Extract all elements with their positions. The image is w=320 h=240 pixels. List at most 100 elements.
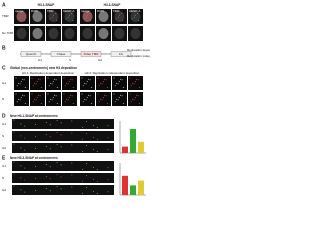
signal (122, 87, 124, 88)
signal (134, 14, 136, 16)
signal (60, 164, 62, 166)
signal (138, 103, 140, 104)
signal (82, 192, 84, 194)
signal (45, 175, 47, 177)
signal (20, 14, 22, 16)
signal (48, 85, 50, 87)
signal (20, 123, 22, 125)
signal (92, 136, 94, 138)
signal (115, 18, 117, 20)
signal (90, 20, 92, 22)
signal (129, 77, 131, 79)
signal (52, 81, 54, 83)
signal (82, 150, 84, 152)
signal (122, 20, 124, 22)
bar (130, 129, 136, 153)
signal (55, 95, 57, 97)
signal (137, 79, 139, 81)
signal (24, 87, 26, 88)
signal (114, 101, 116, 103)
step-label: Quench (26, 52, 37, 56)
signal (20, 189, 22, 191)
nucleus (32, 28, 43, 39)
signal (53, 94, 55, 96)
signal (82, 101, 84, 103)
phase-label: G2 (98, 58, 102, 62)
signal (49, 190, 51, 192)
signal (45, 133, 47, 135)
channel-label: CENP-A (63, 9, 74, 13)
signal (40, 103, 42, 104)
signal (133, 99, 135, 101)
signal (52, 14, 54, 16)
signal (24, 167, 26, 169)
signal (118, 14, 120, 16)
signal (21, 94, 23, 96)
signal (24, 149, 26, 151)
panel-title: New H3.1-SNAP at centromeres (10, 114, 58, 118)
micrograph (80, 76, 95, 90)
signal (98, 101, 100, 103)
signal (69, 94, 71, 96)
signal (15, 93, 17, 95)
signal (16, 101, 18, 103)
panel-label: B (2, 45, 6, 51)
signal (92, 178, 94, 180)
signal (82, 85, 84, 87)
micrograph (30, 92, 45, 106)
signal (24, 137, 26, 139)
signal (117, 99, 119, 101)
signal (13, 119, 15, 121)
signal (53, 78, 55, 80)
step-label: Chase (57, 52, 66, 56)
signal (56, 120, 58, 122)
channel-label: merge (15, 9, 24, 13)
signal (45, 163, 47, 165)
signal (99, 82, 101, 84)
signal (31, 93, 33, 95)
signal (16, 85, 18, 87)
bar (122, 146, 128, 153)
micrograph (46, 92, 61, 106)
signal (65, 18, 67, 20)
signal (92, 124, 94, 126)
signal (86, 186, 88, 188)
signal (37, 78, 39, 80)
figure: A H3.1-SNAP H3.3-SNAP B C Global (non-ce… (2, 2, 150, 196)
signal (71, 13, 73, 15)
signal (32, 85, 34, 87)
signal (72, 87, 74, 88)
signal (13, 131, 15, 133)
signal (107, 125, 109, 127)
signal (96, 127, 98, 129)
signal (101, 99, 103, 101)
bar (138, 180, 144, 195)
micrograph (30, 76, 45, 90)
signal (82, 180, 84, 182)
row-label: S (2, 97, 4, 101)
signal (40, 87, 42, 88)
note: Replication independent (127, 54, 150, 58)
signal (89, 95, 91, 97)
signal (67, 99, 69, 101)
signal (33, 98, 35, 100)
signal (135, 78, 137, 80)
signal (71, 95, 73, 97)
signal (21, 78, 23, 80)
step-label: Pulse TMR (84, 52, 100, 56)
signal (45, 187, 47, 189)
signal (81, 93, 83, 95)
signal (48, 11, 50, 13)
panel-title: New H3.3-SNAP at centromeres (10, 156, 58, 160)
signal (83, 18, 85, 20)
nucleus (48, 28, 59, 39)
signal (60, 134, 62, 136)
signal (87, 94, 89, 96)
micrograph (14, 76, 29, 90)
signal (113, 77, 115, 79)
nucleus (16, 28, 27, 39)
signal (24, 191, 26, 193)
signal (56, 186, 58, 188)
signal (24, 103, 26, 104)
signal (56, 20, 58, 22)
